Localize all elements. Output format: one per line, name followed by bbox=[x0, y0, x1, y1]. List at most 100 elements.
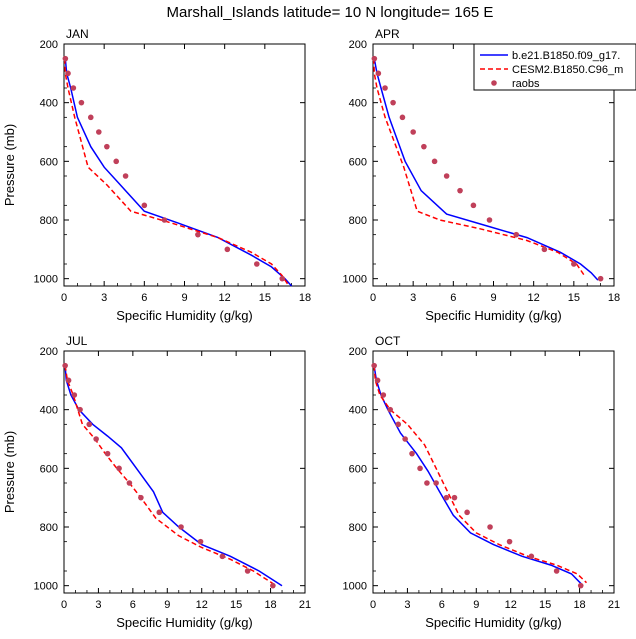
raobs-point bbox=[224, 246, 231, 253]
x-tick-label: 9 bbox=[181, 292, 187, 304]
x-tick-label: 9 bbox=[164, 599, 170, 611]
raobs-point bbox=[470, 202, 477, 209]
x-tick-label: 3 bbox=[95, 599, 101, 611]
x-tick-label: 9 bbox=[490, 292, 496, 304]
raobs-point bbox=[443, 494, 450, 501]
y-tick-label: 1000 bbox=[34, 581, 58, 593]
raobs-point bbox=[409, 450, 415, 457]
y-axis-title-jan: Pressure (mb) bbox=[2, 124, 17, 206]
raobs-point bbox=[410, 129, 416, 135]
panel-title-oct: OCT bbox=[375, 334, 401, 348]
x-tick-label: 12 bbox=[219, 292, 231, 304]
x-tick-label: 0 bbox=[370, 599, 376, 611]
panel-title-jan: JAN bbox=[66, 27, 89, 41]
x-tick-label: 6 bbox=[141, 292, 147, 304]
raobs-point bbox=[93, 436, 99, 442]
raobs-point bbox=[141, 202, 148, 209]
y-tick-label: 200 bbox=[40, 39, 58, 51]
y-tick-label: 1000 bbox=[343, 274, 367, 286]
raobs-point bbox=[487, 524, 493, 530]
x-tick-label: 3 bbox=[101, 292, 107, 304]
x-axis-title-oct: Specific Humidity (g/kg) bbox=[425, 615, 562, 630]
x-tick-label: 0 bbox=[370, 292, 376, 304]
y-tick-label: 200 bbox=[40, 346, 58, 358]
y-tick-label: 800 bbox=[40, 522, 58, 534]
raobs-point bbox=[70, 85, 77, 91]
raobs-point bbox=[371, 55, 378, 62]
raobs-point bbox=[219, 553, 226, 560]
raobs-point bbox=[279, 275, 286, 282]
raobs-point bbox=[104, 143, 110, 150]
raobs-point bbox=[464, 509, 470, 516]
series-line-model1-oct bbox=[373, 365, 584, 587]
raobs-point bbox=[424, 480, 430, 486]
series-line-model1-jul bbox=[64, 365, 283, 587]
raobs-point bbox=[417, 465, 423, 472]
x-tick-label: 6 bbox=[130, 599, 136, 611]
x-tick-label: 15 bbox=[568, 292, 580, 304]
raobs-point bbox=[62, 55, 69, 62]
raobs-point bbox=[161, 217, 168, 223]
y-tick-label: 600 bbox=[40, 463, 58, 475]
raobs-point bbox=[122, 173, 129, 179]
x-tick-label: 15 bbox=[259, 292, 271, 304]
raobs-point bbox=[195, 231, 201, 238]
raobs-point bbox=[253, 261, 260, 267]
series-line-model2-oct bbox=[373, 365, 588, 584]
raobs-point bbox=[270, 582, 276, 589]
raobs-point bbox=[553, 568, 560, 574]
series-line-model2-jan bbox=[63, 58, 290, 287]
x-tick-label: 18 bbox=[573, 599, 585, 611]
y-tick-label: 800 bbox=[349, 522, 367, 534]
x-axis-title-jan: Specific Humidity (g/kg) bbox=[116, 308, 253, 323]
x-tick-label: 6 bbox=[450, 292, 456, 304]
raobs-point bbox=[528, 553, 535, 560]
raobs-point bbox=[62, 362, 68, 369]
y-tick-label: 400 bbox=[349, 98, 367, 110]
raobs-point bbox=[380, 392, 387, 398]
raobs-point bbox=[395, 421, 402, 428]
y-tick-label: 600 bbox=[349, 463, 367, 475]
raobs-point bbox=[399, 114, 406, 121]
raobs-point bbox=[126, 480, 133, 486]
legend-box bbox=[473, 43, 636, 91]
raobs-point bbox=[244, 568, 251, 574]
plot-frame bbox=[372, 350, 615, 594]
y-tick-label: 200 bbox=[349, 346, 367, 358]
y-tick-label: 400 bbox=[349, 405, 367, 417]
x-tick-label: 15 bbox=[539, 599, 551, 611]
x-tick-label: 18 bbox=[264, 599, 276, 611]
legend-label-model2: CESM2.B1850.C96_m bbox=[512, 64, 623, 76]
y-tick-label: 400 bbox=[40, 405, 58, 417]
raobs-point bbox=[597, 275, 604, 282]
raobs-point bbox=[178, 524, 184, 530]
raobs-point bbox=[371, 362, 377, 369]
figure-title: Marshall_Islands latitude= 10 N longitud… bbox=[167, 4, 494, 21]
x-tick-label: 9 bbox=[473, 599, 479, 611]
raobs-point bbox=[86, 421, 93, 428]
raobs-point bbox=[71, 392, 78, 398]
y-tick-label: 600 bbox=[349, 156, 367, 168]
legend-swatch-raobs bbox=[491, 80, 497, 86]
x-tick-label: 6 bbox=[439, 599, 445, 611]
raobs-point bbox=[577, 582, 584, 589]
x-tick-label: 0 bbox=[61, 599, 67, 611]
plot-frame bbox=[63, 350, 306, 594]
plot-frame bbox=[63, 43, 306, 287]
raobs-point bbox=[382, 85, 388, 91]
panel-title-jul: JUL bbox=[66, 334, 88, 348]
raobs-point bbox=[87, 114, 94, 121]
x-tick-label: 18 bbox=[299, 292, 311, 304]
raobs-point bbox=[96, 129, 102, 135]
raobs-point bbox=[138, 494, 144, 501]
y-axis-title-jul: Pressure (mb) bbox=[2, 431, 17, 513]
raobs-point bbox=[77, 406, 83, 413]
raobs-point bbox=[387, 406, 394, 413]
raobs-point bbox=[431, 158, 438, 165]
raobs-point bbox=[402, 436, 408, 442]
raobs-point bbox=[433, 480, 439, 486]
legend-label-model1: b.e21.B1850.f09_g17. bbox=[512, 50, 620, 62]
series-line-model2-apr bbox=[372, 58, 586, 277]
raobs-point bbox=[104, 450, 111, 457]
legend-label-raobs: raobs bbox=[512, 78, 540, 90]
